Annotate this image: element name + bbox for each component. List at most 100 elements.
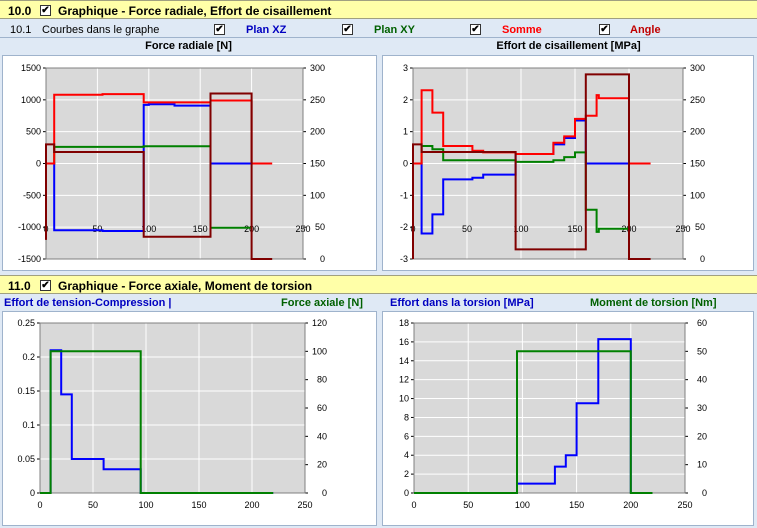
x-tick-label: 150 (191, 500, 206, 510)
plan-xz-checkbox[interactable]: ✔ (214, 24, 225, 35)
somme-label: Somme (502, 24, 542, 36)
y2-tick-label: 20 (697, 431, 707, 441)
sub-label: Courbes dans le graphe (42, 24, 160, 36)
section-11-checkbox[interactable]: ✔ (40, 280, 51, 291)
series-line-2 (40, 350, 274, 494)
x-tick-label: 0 (37, 500, 42, 510)
y2-tick-label: 120 (312, 318, 327, 328)
section-11-number: 11.0 (8, 279, 31, 293)
chart-1-title: Force radiale [N] (0, 40, 377, 54)
y2-tick-label: 0 (320, 254, 325, 264)
y-tick-label: 3 (403, 63, 408, 73)
y2-tick-label: 250 (690, 95, 705, 105)
y-tick-label: 0.05 (17, 454, 35, 464)
y-tick-label: 18 (399, 318, 409, 328)
y-tick-label: 1 (403, 127, 408, 137)
y-tick-label: 0 (36, 159, 41, 169)
chart-3-panel: 0 0.05 0.1 0.15 0.2 0.25 0 50 100 150 200 250 0 20 40 6… (2, 311, 377, 526)
plot-area (39, 322, 306, 494)
series-line-2 (413, 145, 629, 233)
y-tick-label: -1000 (18, 222, 41, 232)
x-tick-label: 100 (513, 224, 528, 234)
chart-1-svg: -1500 -1000 -500 0 500 1000 1500 0 50 100 150 200 25… (18, 63, 325, 264)
y-tick-label: 0.1 (22, 420, 35, 430)
chart-4-panel: 0 2 4 6 8 10 12 14 16 18 0 50 100 150 200 250 0 10 20 30 40 5… (382, 311, 754, 526)
y2-tick-label: 250 (310, 95, 325, 105)
y2-tick-label: 300 (310, 63, 325, 73)
x-tick-label: 50 (92, 224, 102, 234)
y2-tick-label: 60 (317, 403, 327, 413)
x-tick-label: 50 (463, 500, 473, 510)
plot-area (413, 322, 686, 494)
y-tick-label: 8 (404, 412, 409, 422)
y-tick-label: 0.2 (22, 352, 35, 362)
x-tick-label: 100 (515, 500, 530, 510)
chart-4-svg: 0 2 4 6 8 10 12 14 16 18 0 50 100 150 200 250 0 10 20 30 40 5… (399, 318, 707, 510)
section-10-title: Graphique - Force radiale, Effort de cis… (58, 4, 332, 18)
y2-tick-label: 0 (700, 254, 705, 264)
y-tick-label: 0.15 (17, 386, 35, 396)
chart-4-title: Effort dans la torsion [MPa] (390, 297, 534, 311)
series-line-3 (413, 89, 651, 165)
section-10-header: 10.0 ✔ Graphique - Force radiale, Effort… (0, 0, 757, 19)
x-tick-label: 50 (462, 224, 472, 234)
y2-tick-label: 80 (317, 375, 327, 385)
plan-xz-label: Plan XZ (246, 24, 287, 36)
section-10-checkbox[interactable]: ✔ (40, 5, 51, 16)
y-tick-label: -3 (400, 254, 408, 264)
y2-tick-label: 100 (312, 346, 327, 356)
y-tick-label: 0 (403, 159, 408, 169)
y-tick-label: 2 (404, 469, 409, 479)
y2-tick-label: 0 (702, 488, 707, 498)
y-tick-label: 10 (399, 394, 409, 404)
y2-tick-label: 50 (697, 346, 707, 356)
y-tick-label: 0.25 (17, 318, 35, 328)
chart-1-panel: -1500 -1000 -500 0 500 1000 1500 0 50 100 150 200 25… (2, 55, 377, 271)
series-line-4 (412, 73, 651, 260)
x-tick-label: 250 (677, 500, 692, 510)
plan-xy-label: Plan XY (374, 24, 415, 36)
x-tick-label: 250 (297, 500, 312, 510)
chart-3-right-axis-title: Force axiale [N] (281, 297, 363, 311)
y-tick-label: 1500 (21, 63, 41, 73)
series-line-1 (46, 103, 252, 232)
y2-tick-label: 50 (695, 222, 705, 232)
y2-tick-label: 40 (697, 375, 707, 385)
x-tick-label: 150 (567, 224, 582, 234)
y-tick-label: -500 (23, 190, 41, 200)
x-tick-label: 150 (193, 224, 208, 234)
section-11-title: Graphique - Force axiale, Moment de tors… (58, 279, 313, 293)
y2-tick-label: 30 (697, 403, 707, 413)
series-line-1 (516, 338, 632, 493)
section-11-header: 11.0 ✔ Graphique - Force axiale, Moment … (0, 275, 757, 294)
y-tick-label: -1500 (18, 254, 41, 264)
y2-tick-label: 150 (690, 159, 705, 169)
chart-2-panel: -3 -2 -1 0 1 2 3 0 50 100 150 200 250 0 50 100 150 200 250… (382, 55, 754, 271)
y2-tick-label: 60 (697, 318, 707, 328)
chart-3-svg: 0 0.05 0.1 0.15 0.2 0.25 0 50 100 150 200 250 0 20 40 6… (17, 318, 327, 510)
y2-tick-label: 100 (310, 190, 325, 200)
curves-options-row: 10.1 Courbes dans le graphe ✔ Plan XZ ✔ … (0, 21, 757, 38)
y2-tick-label: 150 (310, 159, 325, 169)
series-line-4 (45, 92, 273, 260)
x-tick-label: 50 (88, 500, 98, 510)
somme-checkbox[interactable]: ✔ (470, 24, 481, 35)
y2-tick-label: 20 (317, 460, 327, 470)
x-tick-label: 100 (138, 500, 153, 510)
y2-tick-label: 0 (322, 488, 327, 498)
y-tick-label: 500 (26, 127, 41, 137)
chart-3-title: Effort de tension-Compression | (4, 297, 172, 311)
plan-xy-checkbox[interactable]: ✔ (342, 24, 353, 35)
y-tick-label: -2 (400, 222, 408, 232)
y-tick-label: 2 (403, 95, 408, 105)
y2-tick-label: 300 (690, 63, 705, 73)
y-tick-label: 6 (404, 431, 409, 441)
y-tick-label: 1000 (21, 95, 41, 105)
section-10-number: 10.0 (8, 4, 32, 18)
chart-4-right-axis-title: Moment de torsion [Nm] (590, 297, 717, 311)
y2-tick-label: 200 (310, 127, 325, 137)
y2-tick-label: 40 (317, 431, 327, 441)
y-tick-label: -1 (400, 190, 408, 200)
angle-checkbox[interactable]: ✔ (599, 24, 610, 35)
